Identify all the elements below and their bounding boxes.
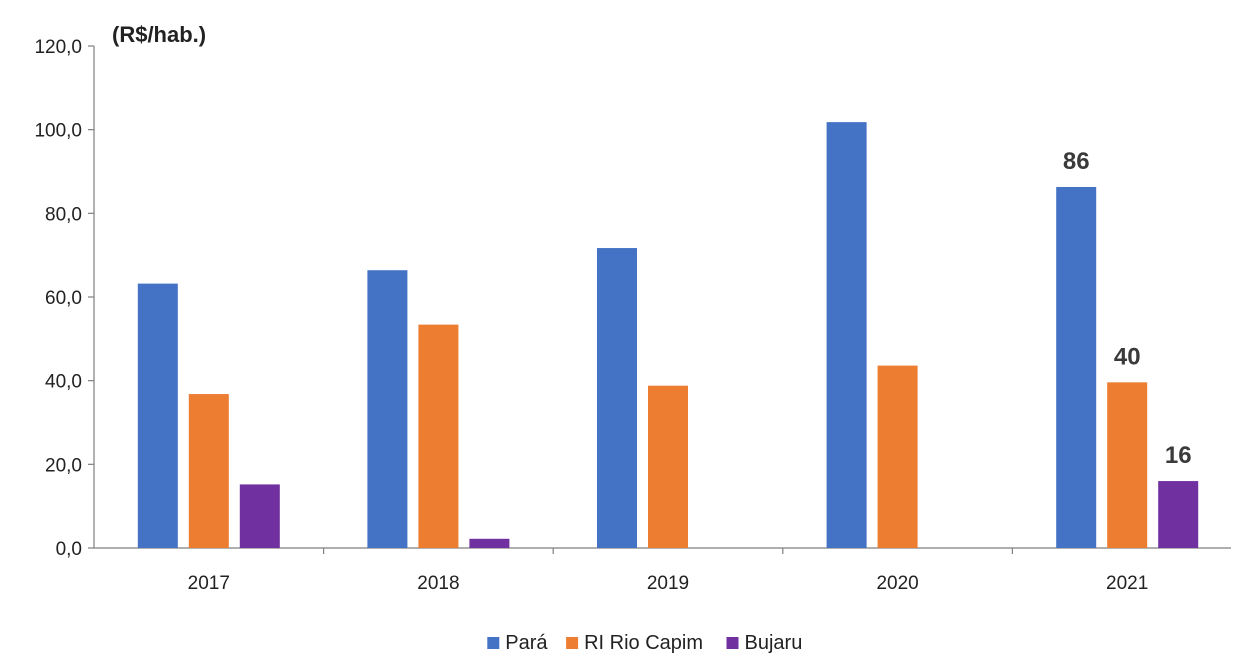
bar xyxy=(469,538,510,548)
y-tick-label: 80,0 xyxy=(45,204,82,225)
y-tick-label: 40,0 xyxy=(45,372,82,393)
bar xyxy=(188,394,229,548)
bar xyxy=(597,248,637,548)
bar xyxy=(239,484,280,548)
y-tick-label: 60,0 xyxy=(45,288,82,309)
y-tick-label: 100,0 xyxy=(34,121,82,142)
x-tick-label: 2019 xyxy=(647,573,689,594)
bar xyxy=(826,122,867,549)
y-tick-label: 20,0 xyxy=(45,455,82,476)
x-tick-label: 2021 xyxy=(1106,573,1148,594)
bar xyxy=(367,270,408,548)
y-axis-unit-label: (R$/hab.) xyxy=(112,22,206,47)
x-tick-label: 2018 xyxy=(417,573,459,594)
data-label: 86 xyxy=(1063,148,1090,175)
legend-label: Bujaru xyxy=(745,632,803,654)
data-label: 40 xyxy=(1114,343,1141,370)
data-labels: 86 40 16 xyxy=(1063,148,1192,469)
bar xyxy=(648,385,688,548)
legend-label: RI Rio Capim xyxy=(584,632,703,654)
bars xyxy=(137,122,1199,549)
legend-label: Pará xyxy=(505,632,548,654)
data-label: 16 xyxy=(1165,442,1192,469)
x-tick-label: 2017 xyxy=(188,573,230,594)
legend-swatch xyxy=(726,637,739,649)
legend-swatch xyxy=(487,637,500,649)
bar xyxy=(877,365,918,548)
y-axis: 0,0 20,0 40,0 60,0 80,0 100,0 120,0 xyxy=(34,37,95,560)
legend: Pará RI Rio Capim Bujaru xyxy=(487,632,802,654)
bar xyxy=(1056,186,1097,548)
bar xyxy=(418,324,459,548)
x-axis: 2017 2018 2019 2020 2021 xyxy=(94,547,1231,594)
bar xyxy=(1107,382,1148,548)
legend-item: Bujaru xyxy=(726,632,803,654)
y-tick-label: 0,0 xyxy=(56,539,82,560)
bar xyxy=(137,283,178,548)
bar xyxy=(1158,481,1199,548)
legend-swatch xyxy=(566,637,579,649)
x-tick-label: 2020 xyxy=(876,573,918,594)
legend-item: RI Rio Capim xyxy=(566,632,703,654)
legend-item: Pará xyxy=(487,632,548,654)
y-tick-label: 120,0 xyxy=(34,37,82,58)
